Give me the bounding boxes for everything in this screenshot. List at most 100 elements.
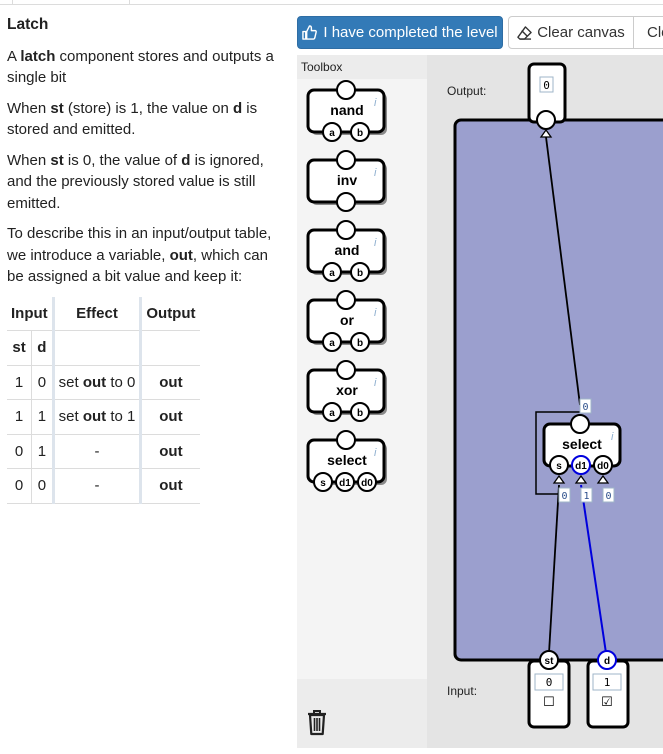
toolbox-input-pin [336,192,356,212]
circuit-canvas[interactable]: Output: Input: 0 select i s d1 d0 0 0 [427,55,663,748]
info-icon[interactable]: i [374,377,377,389]
select-node-label: select [562,436,602,452]
info-icon[interactable]: i [374,307,377,319]
toolbox-input-pin [335,472,355,492]
cell-output: out [140,434,200,469]
select-out-value: 0 [582,402,588,413]
wire-select-out-to-output[interactable] [545,136,581,406]
toolbox-pin-label: a [329,128,335,139]
toolbox-item-select[interactable]: select i s d1 d0 [306,430,387,492]
latch-component-body [453,118,663,662]
table-header-output: Output [140,296,200,331]
cell-output: out [140,365,200,400]
toolbox-output-pin [336,80,356,100]
wire-feedback-loop[interactable] [535,411,580,495]
toolbox-output-pin [336,430,356,450]
toolbox-label: Toolbox [301,60,343,74]
info-icon[interactable]: i [374,237,377,249]
cell-effect: - [53,434,143,469]
cell-d: 0 [31,468,55,504]
table-row: 1 1 set out to 1 out [7,399,200,435]
toolbox-input-pin [350,122,370,142]
cell-st: 0 [7,434,33,469]
toolbox-pin-label: a [329,338,335,349]
clear-canvas-button[interactable]: Clear canvas [508,16,634,49]
active-tab[interactable] [12,0,130,4]
pin-s-value-box [558,487,571,503]
select-pin-d0-label: d0 [597,461,609,472]
table-subheader-empty [140,330,200,366]
info-icon[interactable]: i [374,167,377,179]
output-pin[interactable] [536,110,556,130]
info-icon[interactable]: i [374,447,377,459]
clear-secondary-button[interactable]: Cle [633,16,663,49]
toolbox-pin-label: s [320,478,326,489]
trash-icon[interactable] [305,708,329,736]
toolbox-item-nand[interactable]: nand i a b [306,80,387,142]
wire-st-to-s[interactable] [548,484,560,654]
cell-d: 0 [31,365,55,400]
table-row: 0 0 - out [7,468,200,504]
input-d-label: d [604,656,610,667]
select-output-pin[interactable] [570,414,590,434]
toolbox-output-pin [336,290,356,310]
select-out-value-box [579,398,592,414]
toolbox-pin-label: b [357,338,363,349]
toolbox-item-and[interactable]: and i a b [306,220,387,282]
toolbox-pin-label: b [357,268,363,279]
description-p4: To describe this in an input/output tabl… [7,225,272,285]
output-value: 0 [543,79,550,92]
select-pin-d0[interactable] [593,455,613,475]
toolbox-pin-label: b [357,408,363,419]
pin-d0-value: 0 [605,491,611,502]
toolbox-item-label: or [340,312,355,328]
toolbox-item-xor[interactable]: xor i a b [306,360,387,422]
info-icon[interactable]: i [374,97,377,109]
cell-d: 1 [31,399,55,435]
cell-st: 0 [7,468,33,504]
toolbox-item-label: select [327,452,367,468]
input-d-value-box [592,673,622,691]
table-header-input: Input [7,296,55,331]
toolbox-input-pin [322,262,342,282]
input-pin-d[interactable] [597,650,617,670]
toolbox-input-pin [350,262,370,282]
table-subheader-d: d [31,330,55,366]
arrow-d0-icon [596,474,610,484]
description-p1: A latch component stores and outputs a s… [7,47,274,87]
toolbox-output-pin [336,360,356,380]
toolbox-item-or[interactable]: or i a b [306,290,387,352]
toolbox-item-inv[interactable]: inv i [306,150,387,212]
toolbox-item-label: xor [336,382,358,398]
complete-level-button[interactable]: I have completed the level [297,16,503,49]
input-pin-st[interactable] [539,650,559,670]
input-d-checkbox[interactable]: ☑ [601,694,613,709]
level-description: Latch A latch component stores and outpu… [7,14,287,504]
description-p3: When st is 0, the value of d is ignored,… [7,151,264,212]
top-tab-strip [0,0,663,5]
cell-output: out [140,399,200,435]
toolbox-output-pin [336,150,356,170]
select-info-icon[interactable]: i [611,431,614,443]
toolbox-item-label: inv [337,172,357,188]
circuit-svg: 0 select i s d 1 d0 0 0 1 0 st [453,62,663,729]
input-st-checkbox[interactable]: ☐ [543,694,555,709]
input-st-label: st [545,656,555,667]
input-d-value: 1 [604,676,611,689]
input-label: Input: [447,684,478,698]
toolbox-panel: Toolbox nand i a b inv i and i a b or i a b xor i a b sele… [297,55,427,748]
select-pin-s[interactable] [549,455,569,475]
toolbox-input-pin [357,472,377,492]
pin-s-value: 0 [561,491,567,502]
description-p2: When st (store) is 1, the value on d is … [7,99,258,139]
table-row: 0 1 - out [7,434,200,469]
toolbox-item-label: and [335,242,360,258]
cell-effect: set out to 1 [53,399,143,435]
table-row: 1 0 set out to 0 out [7,365,200,400]
pin-d1-value: 1 [583,491,589,502]
select-pin-d1[interactable] [571,455,591,475]
toolbox-input-pin [322,122,342,142]
pin-d1-value-box [580,487,593,503]
select-pin-s-label: s [556,461,562,472]
wire-d-to-d1[interactable] [580,484,607,654]
